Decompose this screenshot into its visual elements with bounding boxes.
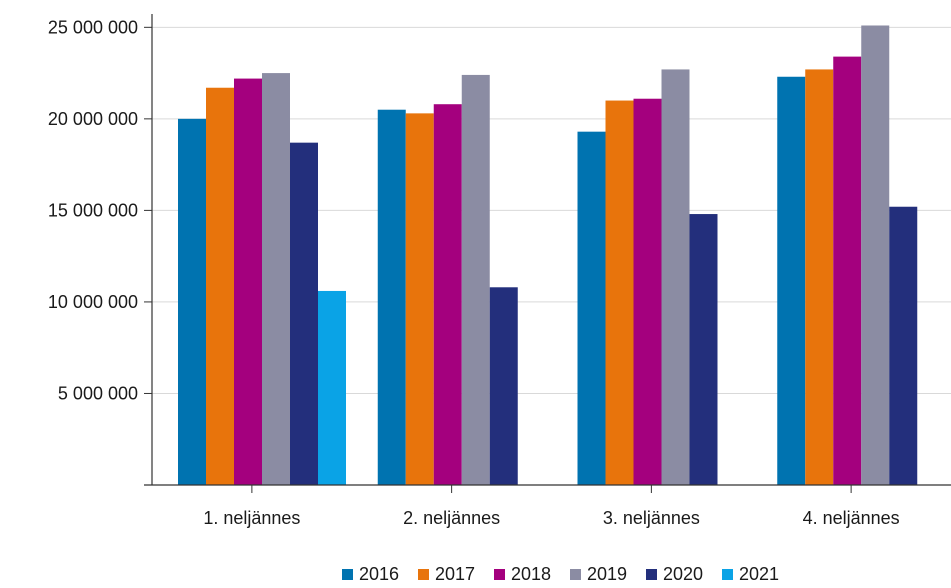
bar-2020-q1	[290, 142, 318, 486]
bar-2016-q4	[777, 76, 806, 486]
y-tick-label: 10 000 000	[48, 292, 138, 312]
bar-2017-q2	[405, 113, 434, 485]
bar-2021-q1	[318, 290, 346, 485]
x-category-label: 1. neljännes	[203, 508, 300, 528]
bar-2019-q4	[861, 25, 890, 485]
bar-2016-q2	[377, 109, 406, 486]
bar-2018-q1	[234, 78, 262, 486]
legend-label-2018: 2018	[511, 564, 551, 583]
bar-2019-q1	[262, 73, 290, 486]
y-tick-label: 5 000 000	[58, 383, 138, 403]
bar-2016-q3	[577, 131, 606, 486]
bar-2018-q2	[433, 104, 462, 486]
bar-2018-q3	[633, 98, 662, 486]
axes	[144, 14, 951, 493]
legend-label-2021: 2021	[739, 564, 779, 583]
legend-label-2016: 2016	[359, 564, 399, 583]
bars	[178, 25, 918, 486]
legend: 2016 2017 2018 2019 2020 2021	[342, 564, 779, 584]
bar-2017-q3	[605, 100, 634, 485]
bar-2018-q4	[833, 56, 862, 486]
x-category-label: 2. neljännes	[403, 508, 500, 528]
y-tick-label: 25 000 000	[48, 17, 138, 37]
y-tick-label: 15 000 000	[48, 200, 138, 220]
bar-2020-q4	[889, 206, 918, 485]
bar-2017-q4	[805, 69, 834, 485]
bar-2017-q1	[206, 87, 234, 486]
legend-label-2020: 2020	[663, 564, 703, 583]
legend-swatch-2018	[494, 569, 505, 580]
legend-swatch-2017	[418, 569, 429, 580]
bar-2016-q1	[178, 118, 206, 485]
legend-label-2019: 2019	[587, 564, 627, 583]
y-tick-label: 20 000 000	[48, 109, 138, 129]
x-category-label: 4. neljännes	[803, 508, 900, 528]
x-axis-category-labels: 1. neljännes 2. neljännes 3. neljännes 4. n…	[203, 508, 899, 528]
bar-2019-q2	[461, 74, 490, 485]
legend-swatch-2019	[570, 569, 581, 580]
bar-2020-q3	[689, 214, 718, 485]
x-category-label: 3. neljännes	[603, 508, 700, 528]
bar-2020-q2	[489, 287, 518, 485]
legend-swatch-2020	[646, 569, 657, 580]
legend-label-2017: 2017	[435, 564, 475, 583]
legend-swatch-2021	[722, 569, 733, 580]
legend-swatch-2016	[342, 569, 353, 580]
y-axis-tick-labels: 5 000 000 10 000 000 15 000 000 20 000 000 2…	[48, 17, 138, 403]
bar-2019-q3	[661, 69, 690, 485]
